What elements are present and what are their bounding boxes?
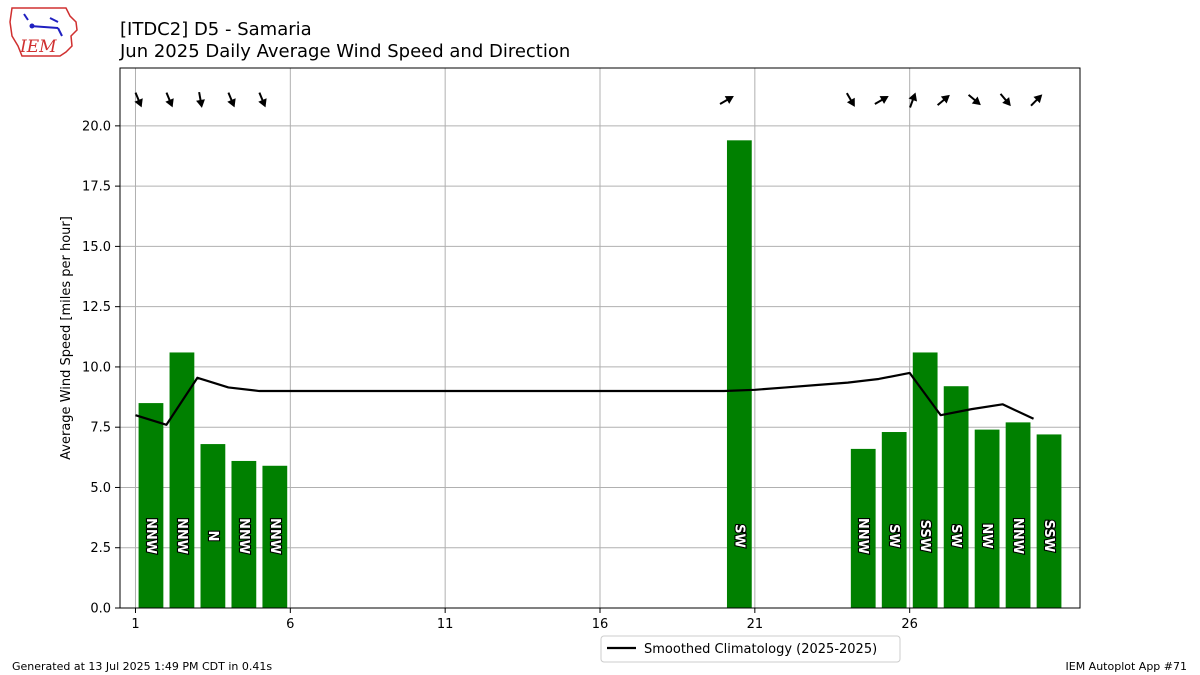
legend: Smoothed Climatology (2025-2025) (600, 635, 901, 663)
bar-day-27 (943, 386, 969, 608)
wind-arrow-icon (196, 91, 205, 108)
x-axis: 1 6 11 16 21 26 (131, 608, 918, 632)
x-tick-label: 1 (131, 617, 139, 632)
legend-label: Smoothed Climatology (2025-2025) (644, 642, 877, 657)
bar-day-20 (726, 140, 752, 609)
wind-arrow-icon (1030, 94, 1043, 107)
direction-label: NNW (174, 518, 189, 554)
bar-day-26 (912, 352, 938, 608)
footer-app: IEM Autoplot App #71 (1066, 660, 1188, 673)
y-tick-label: 15.0 (82, 240, 111, 255)
bar-day-25 (881, 432, 907, 608)
wind-arrow-icon (999, 93, 1011, 107)
iowa-outline-icon (9, 7, 78, 57)
climatology-line (135, 371, 1035, 426)
direction-label: NNW (855, 518, 870, 554)
wind-arrow-icon (845, 92, 855, 107)
bar-day-30 (1036, 434, 1062, 608)
y-tick-label: 5.0 (90, 481, 111, 496)
y-tick-label: 0.0 (90, 602, 111, 617)
wind-arrow-icon (908, 92, 918, 108)
direction-label: NW (979, 523, 994, 548)
direction-label: NNW (236, 518, 251, 554)
direction-arrows (134, 91, 1043, 108)
iem-logo: IEM (9, 7, 78, 57)
y-tick-label: 7.5 (90, 421, 111, 436)
bar-day-2 (169, 352, 195, 608)
y-tick-label: 10.0 (82, 360, 111, 375)
direction-labels: NNW NNW N NNW NNW SW NNW SW SSW SW NW NNW SSW (142, 517, 1057, 555)
chart-title-line2: Jun 2025 Daily Average Wind Speed and Di… (119, 41, 570, 62)
direction-label: SW (948, 524, 963, 548)
bars (138, 140, 1062, 609)
direction-label: SSW (917, 520, 932, 552)
y-tick-label: 12.5 (82, 300, 111, 315)
x-tick-label: 16 (592, 617, 609, 632)
direction-label: SSW (1041, 520, 1056, 552)
wind-arrow-icon (967, 94, 981, 106)
direction-label: SW (731, 524, 746, 548)
wind-arrow-icon (134, 92, 143, 108)
grid-lines (120, 68, 1080, 609)
y-axis-label: Average Wind Speed [miles per hour] (59, 216, 74, 460)
legend-box (600, 635, 901, 663)
bar-day-5 (262, 465, 288, 608)
wind-barb-icon (23, 13, 63, 37)
x-tick-label: 21 (747, 617, 764, 632)
bar-day-29 (1005, 422, 1031, 608)
wind-arrow-icon (227, 92, 236, 108)
y-tick-label: 2.5 (90, 541, 111, 556)
wind-arrow-icon (258, 92, 267, 108)
direction-label: NNW (267, 518, 282, 554)
direction-label: SW (886, 524, 901, 548)
wind-arrow-icon (936, 94, 950, 106)
y-tick-label: 17.5 (82, 180, 111, 195)
logo-text: IEM (19, 37, 57, 57)
x-tick-label: 26 (901, 617, 918, 632)
x-tick-label: 6 (286, 617, 294, 632)
wind-arrow-icon (874, 96, 889, 105)
footer-generated: Generated at 13 Jul 2025 1:49 PM CDT in … (12, 660, 272, 673)
climatology-series (135, 371, 1035, 426)
bar-day-1 (138, 403, 164, 608)
wind-arrow-icon (165, 92, 174, 108)
x-tick-label: 11 (437, 617, 454, 632)
bar-day-3 (200, 444, 226, 608)
bar-day-28 (974, 429, 1000, 608)
wind-arrow-icon (719, 96, 734, 105)
bar-day-4 (231, 460, 257, 608)
direction-label: NNW (1010, 518, 1025, 554)
y-tick-label: 20.0 (82, 119, 111, 134)
chart-title-line1: [ITDC2] D5 - Samaria (120, 19, 312, 40)
bar-day-24 (850, 448, 876, 608)
direction-label: N (205, 531, 220, 542)
y-axis: 0.0 2.5 5.0 7.5 10.0 12.5 15.0 17.5 20.0 (82, 119, 120, 617)
direction-label: NNW (143, 518, 158, 554)
